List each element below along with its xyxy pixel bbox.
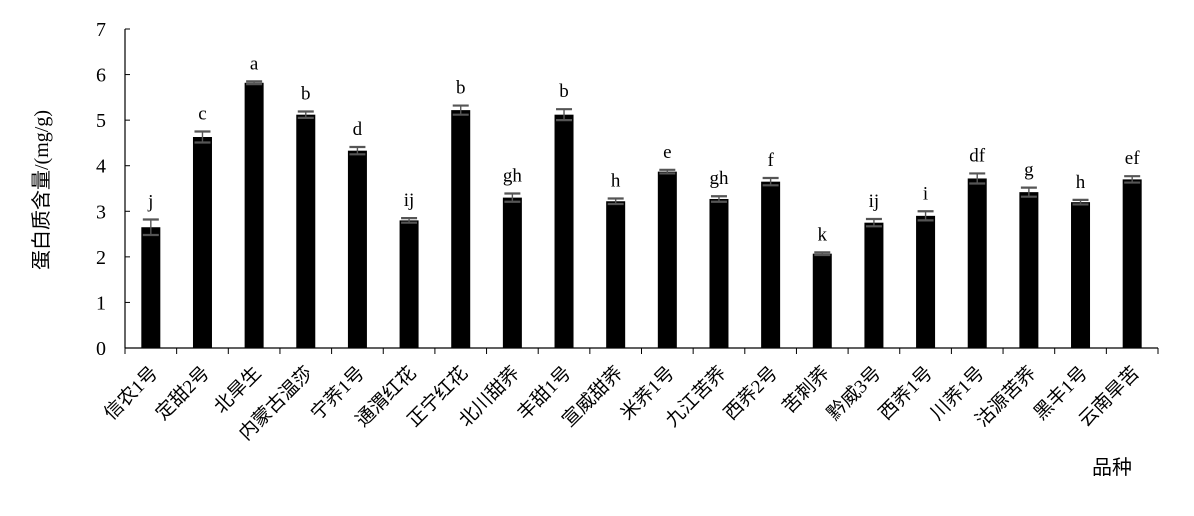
significance-label: gh [503, 166, 523, 187]
y-tick-label: 6 [96, 65, 106, 87]
bar [1122, 179, 1142, 348]
category-label: 信农1号 [100, 362, 163, 425]
significance-label: a [250, 53, 259, 74]
significance-label: b [301, 83, 311, 104]
significance-label: h [1076, 172, 1086, 193]
bar [1019, 192, 1039, 348]
bar [1071, 202, 1091, 348]
category-label: 西荞1号 [875, 362, 938, 425]
significance-label: b [559, 81, 569, 102]
bar [244, 82, 264, 348]
significance-label: g [1024, 160, 1034, 181]
y-tick-label: 7 [96, 19, 106, 41]
bar [967, 178, 987, 348]
significance-label: df [969, 145, 986, 166]
category-label: 黔威3号 [823, 362, 886, 425]
y-tick-label: 1 [96, 292, 106, 314]
significance-label: c [198, 104, 206, 125]
bar [141, 227, 161, 348]
significance-label: k [818, 224, 828, 245]
significance-label: ij [404, 190, 415, 211]
bar [554, 114, 574, 348]
category-label: 西荞2号 [720, 362, 783, 425]
significance-label: b [456, 78, 466, 99]
x-axis-title: 品种 [1092, 456, 1132, 479]
bar [399, 220, 419, 348]
significance-label: f [767, 150, 774, 171]
bar [296, 114, 316, 348]
bar [864, 222, 884, 348]
significance-label: ij [869, 191, 880, 212]
y-tick-label: 5 [96, 110, 106, 132]
bar [812, 253, 832, 348]
significance-label: i [923, 183, 928, 204]
bar [192, 137, 212, 348]
chart-marks: 01234567j信农1号c定甜2号a北旱生b内蒙古温莎d宁荞1号ij通渭红花b… [96, 19, 1159, 445]
significance-label: ef [1125, 148, 1140, 169]
y-tick-label: 4 [96, 156, 106, 178]
bar [709, 198, 729, 348]
bar [606, 201, 626, 348]
significance-label: h [611, 171, 621, 192]
y-tick-label: 2 [96, 247, 106, 269]
significance-label: d [353, 119, 363, 140]
bar [502, 197, 522, 348]
bar [761, 181, 781, 348]
bar [451, 110, 471, 348]
y-tick-label: 3 [96, 201, 106, 223]
y-tick-label: 0 [96, 338, 106, 360]
bar [347, 150, 367, 348]
y-axis-title: 蛋白质含量/(mg/g) [30, 110, 53, 270]
significance-label: gh [709, 168, 729, 189]
significance-label: e [663, 142, 671, 163]
bar [916, 215, 936, 348]
significance-label: j [147, 191, 153, 212]
bar [657, 171, 677, 348]
category-label: 定甜2号 [151, 362, 214, 425]
